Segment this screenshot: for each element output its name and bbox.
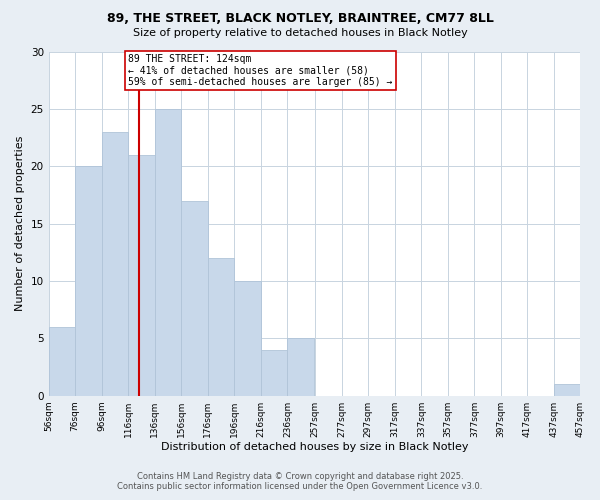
Y-axis label: Number of detached properties: Number of detached properties (15, 136, 25, 312)
Bar (287, 338, 314, 396)
Text: Contains public sector information licensed under the Open Government Licence v3: Contains public sector information licen… (118, 482, 482, 491)
Bar (261, 350, 287, 396)
Text: Size of property relative to detached houses in Black Notley: Size of property relative to detached ho… (133, 28, 467, 38)
Bar (155, 109, 181, 396)
Bar (102, 132, 128, 396)
Bar (181, 200, 208, 396)
X-axis label: Distribution of detached houses by size in Black Notley: Distribution of detached houses by size … (161, 442, 469, 452)
Text: 89, THE STREET, BLACK NOTLEY, BRAINTREE, CM77 8LL: 89, THE STREET, BLACK NOTLEY, BRAINTREE,… (107, 12, 493, 26)
Text: Contains HM Land Registry data © Crown copyright and database right 2025.: Contains HM Land Registry data © Crown c… (137, 472, 463, 481)
Bar (554, 384, 580, 396)
Bar (49, 327, 75, 396)
Bar (235, 281, 261, 396)
Bar (128, 155, 155, 396)
Text: 89 THE STREET: 124sqm
← 41% of detached houses are smaller (58)
59% of semi-deta: 89 THE STREET: 124sqm ← 41% of detached … (128, 54, 392, 87)
Bar (208, 258, 235, 396)
Bar (75, 166, 102, 396)
